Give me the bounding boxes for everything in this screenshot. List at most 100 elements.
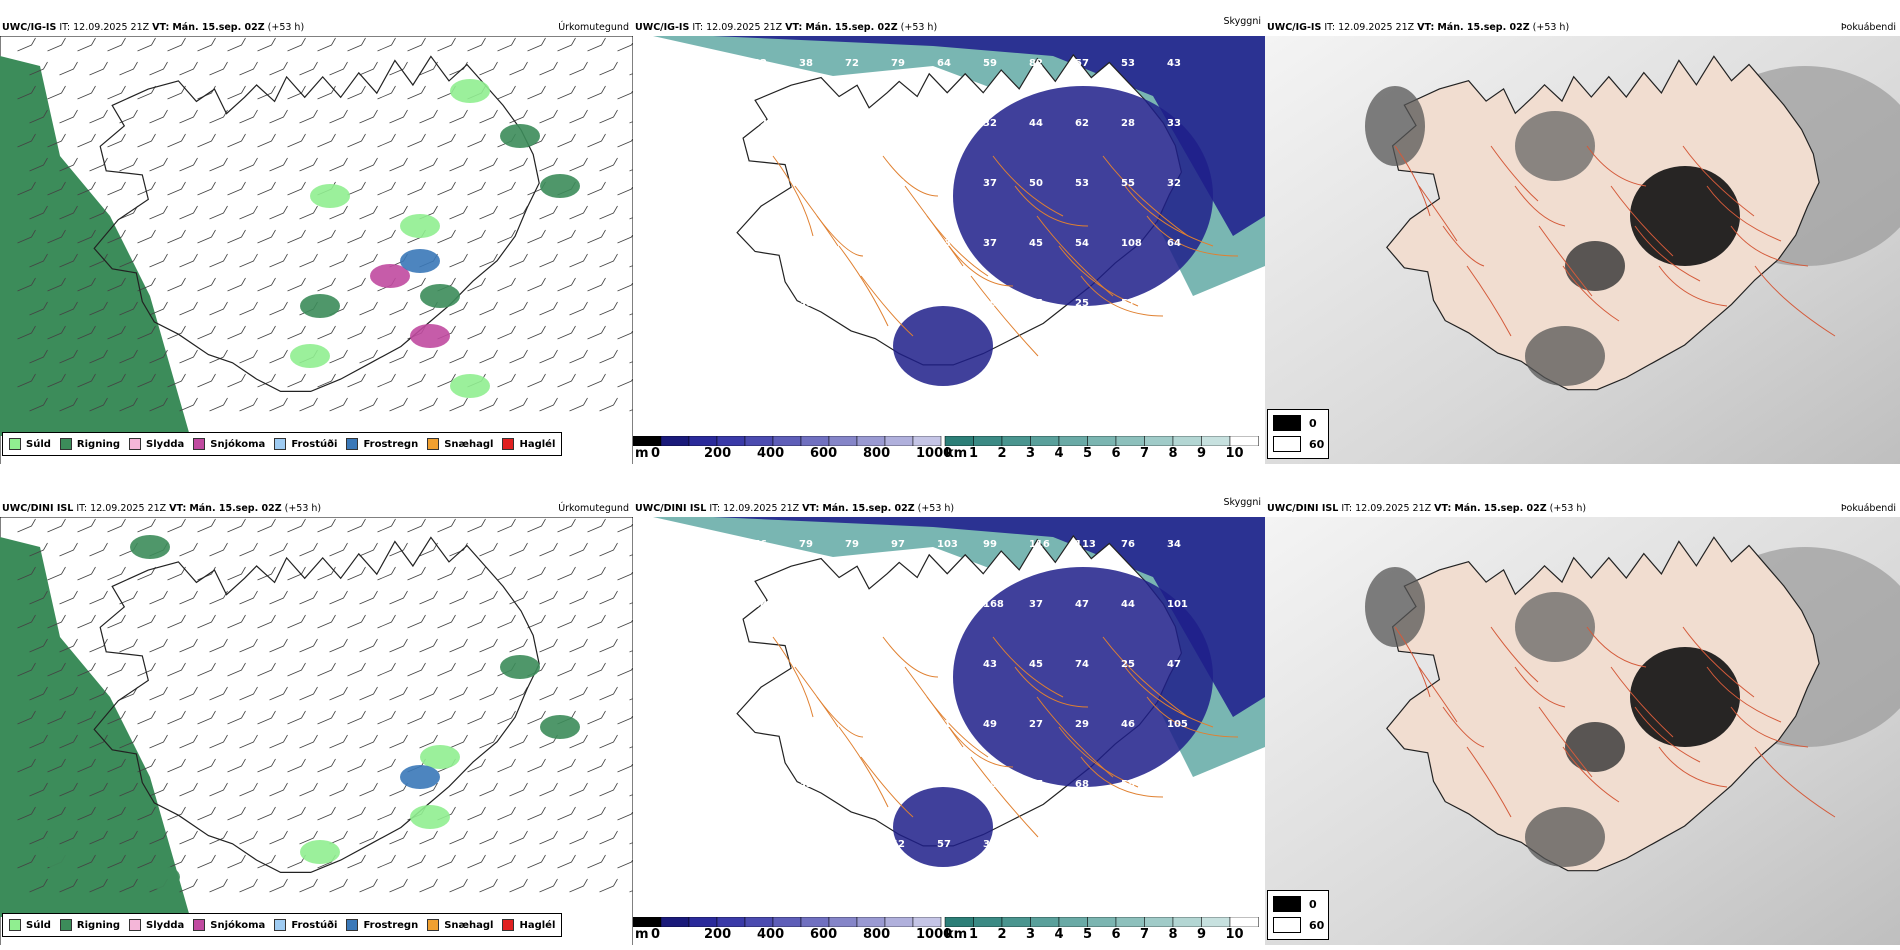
colorbar-cell bbox=[633, 436, 662, 446]
precip-legend: Súld Rigning Slydda Snjókoma Frostúði Frostre… bbox=[2, 913, 563, 937]
visibility-map: 76 79 79 97 103 99 116 113 76 34 48 32 36 43 39 168 37 47… bbox=[633, 517, 1265, 915]
legend-label: Frostúði bbox=[291, 438, 338, 450]
precip-area bbox=[540, 715, 580, 739]
rain-area bbox=[0, 537, 190, 917]
visibility-value: 60 bbox=[891, 719, 905, 730]
colorbar-tick: 9 bbox=[1197, 446, 1207, 461]
colorbar-cell bbox=[973, 917, 1003, 927]
visibility-value: 22 bbox=[845, 298, 859, 309]
legend-label: Snæhagl bbox=[444, 438, 494, 450]
visibility-value: 57 bbox=[1075, 58, 1089, 69]
visibility-value: 46 bbox=[799, 839, 813, 850]
low-visibility-area bbox=[953, 86, 1213, 306]
fog-area bbox=[1630, 166, 1740, 266]
colorbar-tick: 1 bbox=[969, 927, 979, 942]
colorbar-tick: 4 bbox=[1054, 927, 1064, 942]
colorbar-cell bbox=[828, 917, 858, 927]
visibility-value: 63 bbox=[845, 118, 859, 129]
road-network bbox=[1394, 145, 1836, 337]
visibility-value: 32 bbox=[983, 118, 997, 129]
visibility-value: 105 bbox=[1167, 719, 1188, 730]
visibility-value: 50 bbox=[937, 118, 951, 129]
visibility-value: 45 bbox=[1029, 238, 1043, 249]
visibility-value: 108 bbox=[1121, 238, 1142, 249]
fog-area bbox=[1515, 592, 1595, 662]
visibility-value: 49 bbox=[983, 719, 997, 730]
legend-item: Haglél bbox=[502, 919, 555, 931]
visibility-value: 65 bbox=[845, 659, 859, 670]
colorbar-cell bbox=[1001, 436, 1031, 446]
visibility-value: 40 bbox=[799, 238, 813, 249]
colorbar-swatches bbox=[633, 436, 1259, 446]
visibility-value: 103 bbox=[937, 539, 958, 550]
visibility-value: 130 bbox=[753, 659, 774, 670]
colorbar-tick: 200 bbox=[704, 927, 732, 942]
visibility-value: 76 bbox=[1121, 539, 1135, 550]
colorbar-tick: 400 bbox=[757, 446, 785, 461]
visibility-value: 55 bbox=[1121, 178, 1135, 189]
visibility-value: 30 bbox=[845, 839, 859, 850]
precip-area bbox=[140, 865, 180, 889]
colorbar-tick: 7 bbox=[1140, 927, 1150, 942]
colorbar-tick: 1000 bbox=[916, 446, 953, 461]
colorbar-tick: 400 bbox=[757, 927, 785, 942]
legend-item: Frostúði bbox=[274, 438, 337, 450]
legend-swatch bbox=[193, 919, 206, 931]
parameter-title: Þokuábendi bbox=[1840, 22, 1896, 33]
visibility-value: 89 bbox=[799, 178, 813, 189]
precip-area bbox=[370, 264, 410, 288]
low-visibility-area bbox=[713, 517, 1265, 717]
visibility-value: 43 bbox=[1167, 58, 1181, 69]
visibility-value: 57 bbox=[1121, 298, 1135, 309]
colorbar-cell bbox=[884, 436, 914, 446]
visibility-value: 231 bbox=[1029, 839, 1050, 850]
visibility-value: 101 bbox=[1167, 599, 1188, 610]
legend-item: Haglél bbox=[502, 438, 555, 450]
colorbar-cell bbox=[1058, 917, 1088, 927]
visibility-value: 45 bbox=[1029, 659, 1043, 670]
precip-area bbox=[400, 214, 440, 238]
visibility-value: 79 bbox=[845, 539, 859, 550]
visibility-value: 43 bbox=[891, 599, 905, 610]
precip-legend: Súld Rigning Slydda Snjókoma Frostúði Frostre… bbox=[2, 432, 563, 456]
colorbar-cell bbox=[944, 917, 974, 927]
visibility-value: 29 bbox=[1075, 719, 1089, 730]
precip-type-panel-top: UWC/IG-IS IT: 12.09.2025 21Z VT: Mán. 15… bbox=[0, 12, 633, 464]
legend-label: Slydda bbox=[146, 438, 185, 450]
visibility-value: 27 bbox=[891, 899, 905, 910]
colorbar-cell bbox=[944, 436, 974, 446]
colorbar-cell bbox=[856, 917, 886, 927]
colorbar-cell bbox=[688, 917, 718, 927]
visibility-value: 71 bbox=[799, 719, 813, 730]
visibility-value: 72 bbox=[845, 58, 859, 69]
colorbar-cell bbox=[660, 436, 690, 446]
legend-swatch bbox=[129, 438, 142, 450]
low-visibility-area bbox=[953, 567, 1213, 787]
colorbar-swatches bbox=[633, 917, 1259, 927]
colorbar-tick: 2 bbox=[997, 927, 1007, 942]
fog-area bbox=[1365, 86, 1425, 166]
visibility-value: 32 bbox=[1167, 178, 1181, 189]
precip-area bbox=[400, 765, 440, 789]
visibility-value: 79 bbox=[799, 539, 813, 550]
legend-item: Snæhagl bbox=[427, 438, 493, 450]
colorbar-cell bbox=[633, 917, 662, 927]
colorbar-cell bbox=[912, 436, 942, 446]
legend-label: Frostregn bbox=[363, 438, 419, 450]
panel-header: UWC/DINI ISL IT: 12.09.2025 21Z VT: Mán.… bbox=[635, 503, 955, 514]
colorbar-tick: 4 bbox=[1054, 446, 1064, 461]
visibility-value: 48 bbox=[983, 779, 997, 790]
colorbar-unit: km bbox=[945, 446, 968, 461]
colorbar-unit: m bbox=[635, 446, 649, 461]
visibility-value: 40 bbox=[1167, 779, 1181, 790]
precip-area bbox=[500, 124, 540, 148]
visibility-value: 28 bbox=[1121, 118, 1135, 129]
visibility-value: 34 bbox=[845, 238, 859, 249]
visibility-value: 62 bbox=[1075, 118, 1089, 129]
colorbar-cell bbox=[1229, 436, 1259, 446]
low-visibility-area bbox=[713, 36, 1265, 236]
visibility-value: 25 bbox=[1121, 659, 1135, 670]
visibility-value: 79 bbox=[891, 58, 905, 69]
fog-area bbox=[1515, 111, 1595, 181]
legend-swatch bbox=[427, 919, 440, 931]
